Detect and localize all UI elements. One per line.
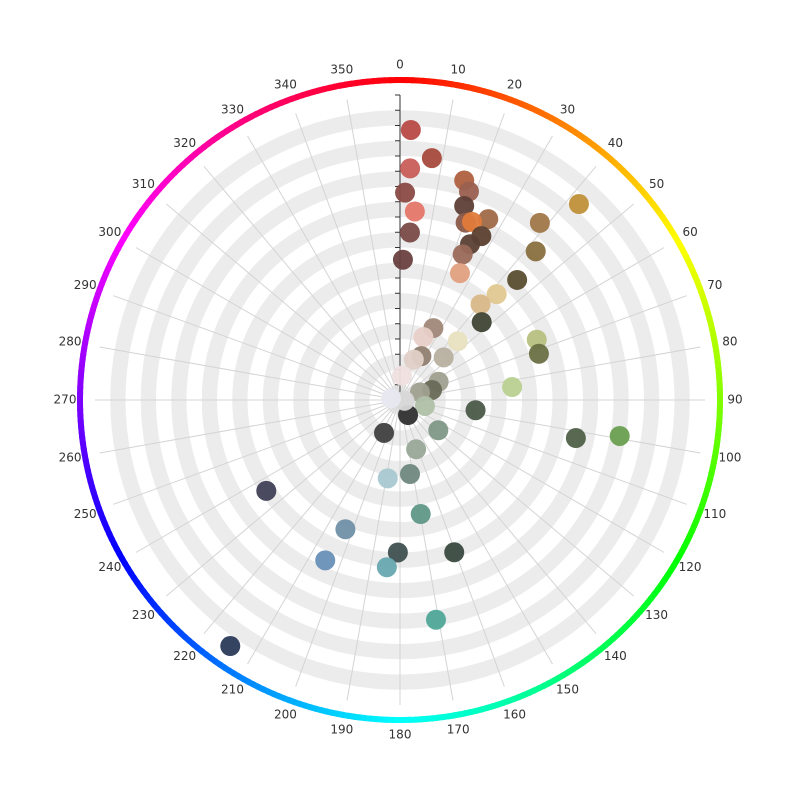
angle-label: 0 [396, 58, 404, 72]
point [406, 439, 426, 459]
point [377, 557, 397, 577]
angle-label: 60 [682, 225, 697, 239]
angle-label: 310 [132, 177, 155, 191]
angle-label: 140 [604, 649, 627, 663]
angle-label: 70 [707, 278, 722, 292]
angle-label: 290 [74, 278, 97, 292]
angle-label: 350 [330, 63, 353, 77]
angle-label: 90 [727, 393, 742, 407]
angle-label: 300 [98, 225, 121, 239]
point [404, 350, 424, 370]
point [393, 250, 413, 270]
point [405, 201, 425, 221]
angle-label: 270 [54, 393, 77, 407]
angle-label: 30 [560, 102, 575, 116]
point [426, 610, 446, 630]
point [530, 213, 550, 233]
point [413, 327, 433, 347]
point [256, 481, 276, 501]
point [220, 636, 240, 656]
angle-label: 80 [722, 334, 737, 348]
point [400, 464, 420, 484]
point [381, 388, 401, 408]
angle-label: 100 [718, 451, 741, 465]
point [378, 468, 398, 488]
point [411, 504, 431, 524]
angle-label: 340 [274, 78, 297, 92]
angle-label: 250 [74, 507, 97, 521]
point [400, 158, 420, 178]
point [453, 244, 473, 264]
point [502, 377, 522, 397]
angle-label: 150 [556, 683, 579, 697]
angle-label: 180 [389, 728, 412, 742]
point [610, 426, 630, 446]
point [472, 312, 492, 332]
angle-label: 280 [59, 334, 82, 348]
point [569, 194, 589, 214]
point [315, 550, 335, 570]
point [529, 344, 549, 364]
angle-label: 130 [645, 608, 668, 622]
point [444, 542, 464, 562]
point [566, 428, 586, 448]
angle-label: 230 [132, 608, 155, 622]
point [450, 263, 470, 283]
angle-label: 170 [447, 722, 470, 736]
angle-label: 320 [173, 136, 196, 150]
point [395, 183, 415, 203]
point [507, 270, 527, 290]
angle-label: 220 [173, 649, 196, 663]
point [335, 519, 355, 539]
point [428, 420, 448, 440]
angle-label: 10 [451, 63, 466, 77]
angle-label: 190 [330, 722, 353, 736]
point [401, 120, 421, 140]
point [471, 294, 491, 314]
angle-label: 200 [274, 707, 297, 721]
point [434, 347, 454, 367]
angle-label: 20 [507, 78, 522, 92]
point [392, 366, 412, 386]
angle-label: 40 [608, 136, 623, 150]
angle-label: 50 [649, 177, 664, 191]
angle-label: 110 [703, 507, 726, 521]
angle-label: 210 [221, 683, 244, 697]
point [448, 331, 468, 351]
point [422, 148, 442, 168]
angle-label: 160 [503, 707, 526, 721]
angle-label: 120 [679, 560, 702, 574]
point [526, 241, 546, 261]
angle-label: 330 [221, 102, 244, 116]
point [415, 396, 435, 416]
angle-label: 240 [98, 560, 121, 574]
point [466, 400, 486, 420]
point [374, 423, 394, 443]
point [400, 223, 420, 243]
angle-label: 260 [59, 451, 82, 465]
